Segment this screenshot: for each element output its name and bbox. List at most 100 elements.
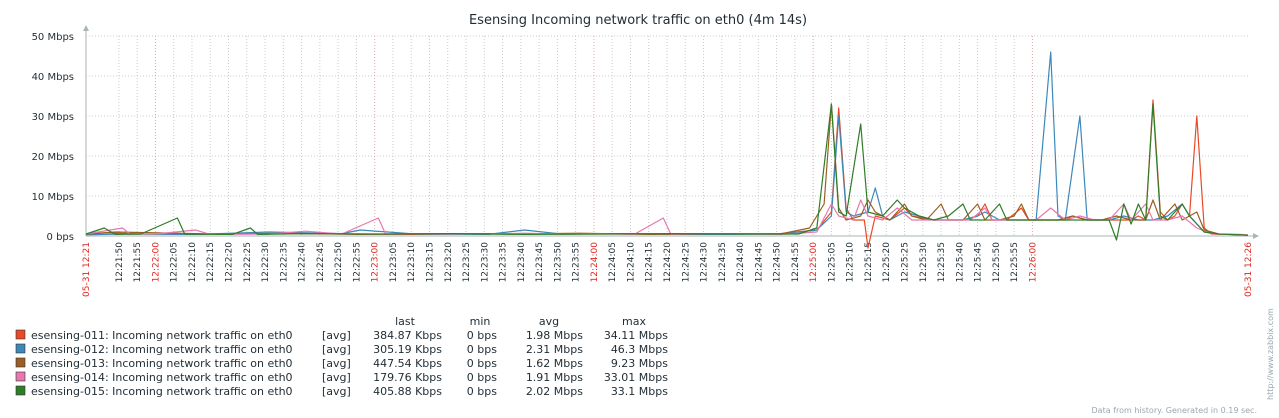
x-tick-label: 12:23:05 xyxy=(389,242,399,282)
series-lines xyxy=(85,51,1249,249)
x-tick-label: 12:22:40 xyxy=(298,242,308,283)
legend-header-last: last xyxy=(395,315,416,328)
x-tick-label: 12:22:50 xyxy=(334,242,344,283)
grid xyxy=(86,35,1248,237)
x-tick-label: 12:22:45 xyxy=(316,242,326,282)
x-tick-label: 12:22:05 xyxy=(170,242,180,282)
legend-last: 384.87 Kbps xyxy=(373,329,442,342)
legend-series-name: esensing-012: Incoming network traffic o… xyxy=(31,343,293,356)
legend-avg: 2.02 Mbps xyxy=(526,385,583,398)
x-tick-label: 12:25:50 xyxy=(992,242,1002,283)
x-tick-label: 12:24:25 xyxy=(681,242,691,282)
legend-function: [avg] xyxy=(322,385,351,398)
y-tick-label: 50 Mbps xyxy=(32,32,74,43)
legend-function: [avg] xyxy=(322,343,351,356)
y-tick-label: 30 Mbps xyxy=(32,112,74,123)
legend-avg: 1.62 Mbps xyxy=(526,357,583,370)
legend-swatch xyxy=(15,357,26,368)
legend-last: 405.88 Kbps xyxy=(373,385,442,398)
x-tick-label: 12:23:40 xyxy=(517,242,527,283)
legend-series-name: esensing-013: Incoming network traffic o… xyxy=(31,357,293,370)
x-tick-label: 12:24:40 xyxy=(736,242,746,283)
x-tick-label: 12:22:25 xyxy=(243,242,253,282)
axes xyxy=(83,25,1259,239)
legend-swatch xyxy=(15,343,26,354)
x-tick-label: 12:25:05 xyxy=(827,242,837,282)
legend-max: 9.23 Mbps xyxy=(611,357,668,370)
series-line-4 xyxy=(85,199,1249,236)
x-tick-label: 12:26:00 xyxy=(1028,242,1038,283)
legend-min: 0 bps xyxy=(467,329,497,342)
legend-swatch xyxy=(15,385,26,396)
x-tick-label: 12:22:55 xyxy=(352,242,362,282)
x-tick-label: 12:22:10 xyxy=(188,242,198,283)
chart-title: Esensing Incoming network traffic on eth… xyxy=(469,13,807,28)
x-tick-label: 12:25:45 xyxy=(974,242,984,282)
legend-avg: 1.98 Mbps xyxy=(526,329,583,342)
x-tick-label: 12:23:30 xyxy=(480,242,490,283)
legend-max: 46.3 Mbps xyxy=(611,343,668,356)
legend-avg: 1.91 Mbps xyxy=(526,371,583,384)
x-tick-label: 12:21:50 xyxy=(115,242,125,283)
x-tick-label: 12:23:15 xyxy=(425,242,435,282)
x-tick-label: 12:24:05 xyxy=(608,242,618,282)
legend-min: 0 bps xyxy=(467,357,497,370)
legend-last: 179.76 Kbps xyxy=(373,371,442,384)
x-tick-label: 12:23:10 xyxy=(407,242,417,283)
legend-max: 33.01 Mbps xyxy=(604,371,668,384)
legend-series-name: esensing-015: Incoming network traffic o… xyxy=(31,385,293,398)
series-line-5 xyxy=(85,103,1249,241)
x-tick-label: 12:22:20 xyxy=(225,242,235,283)
x-tick-label: 12:25:25 xyxy=(901,242,911,282)
x-tick-label: 12:24:30 xyxy=(700,242,710,283)
x-tick-label: 12:24:15 xyxy=(645,242,655,282)
x-axis-arrow xyxy=(1253,233,1259,239)
x-tick-label: 12:23:55 xyxy=(572,242,582,282)
y-tick-label: 0 bps xyxy=(47,232,74,243)
legend-swatch xyxy=(15,329,26,340)
legend-last: 305.19 Kbps xyxy=(373,343,442,356)
x-tick-label: 12:25:15 xyxy=(864,242,874,282)
legend-swatch xyxy=(15,371,26,382)
x-tick-label: 12:25:10 xyxy=(846,242,856,283)
y-tick-label: 20 Mbps xyxy=(32,152,74,163)
x-start-label: 05-31 12:21 xyxy=(82,242,92,297)
x-tick-label: 12:22:30 xyxy=(261,242,271,283)
x-tick-label: 12:24:45 xyxy=(754,242,764,282)
zabbix-url: http://www.zabbix.com xyxy=(1266,308,1275,400)
x-end-label: 05-31 12:26 xyxy=(1244,242,1254,297)
legend-header-avg: avg xyxy=(539,315,559,328)
x-tick-label: 12:21:55 xyxy=(133,242,143,282)
legend-series-name: esensing-011: Incoming network traffic o… xyxy=(31,329,293,342)
legend-last: 447.54 Kbps xyxy=(373,357,442,370)
x-tick-label: 12:25:40 xyxy=(955,242,965,283)
x-tick-label: 12:25:30 xyxy=(919,242,929,283)
legend: last min avg max esensing-011: Incoming … xyxy=(15,315,668,398)
legend-max: 34.11 Mbps xyxy=(604,329,668,342)
x-tick-label: 12:24:00 xyxy=(590,242,600,283)
x-tick-label: 12:23:25 xyxy=(462,242,472,282)
y-axis-arrow xyxy=(83,25,89,31)
legend-function: [avg] xyxy=(322,371,351,384)
x-tick-label: 12:23:45 xyxy=(535,242,545,282)
legend-function: [avg] xyxy=(322,357,351,370)
x-tick-label: 12:23:20 xyxy=(444,242,454,283)
generation-footer: Data from history. Generated in 0.19 sec… xyxy=(1092,406,1257,415)
x-tick-label: 12:23:35 xyxy=(499,242,509,282)
x-tick-label: 12:22:00 xyxy=(151,242,161,283)
x-tick-label: 12:24:55 xyxy=(791,242,801,282)
x-tick-label: 12:25:20 xyxy=(882,242,892,283)
legend-function: [avg] xyxy=(322,329,351,342)
y-axis-ticks: 0 bps 10 Mbps 20 Mbps 30 Mbps 40 Mbps 50 Mbps xyxy=(32,32,74,243)
legend-series-name: esensing-014: Incoming network traffic o… xyxy=(31,371,293,384)
y-tick-label: 40 Mbps xyxy=(32,72,74,83)
x-tick-label: 12:25:35 xyxy=(937,242,947,282)
x-tick-label: 12:24:50 xyxy=(773,242,783,283)
legend-min: 0 bps xyxy=(467,371,497,384)
legend-header-max: max xyxy=(622,315,646,328)
legend-min: 0 bps xyxy=(467,385,497,398)
x-tick-label: 12:23:00 xyxy=(371,242,381,283)
x-tick-label: 12:25:55 xyxy=(1010,242,1020,282)
y-tick-label: 10 Mbps xyxy=(32,192,74,203)
